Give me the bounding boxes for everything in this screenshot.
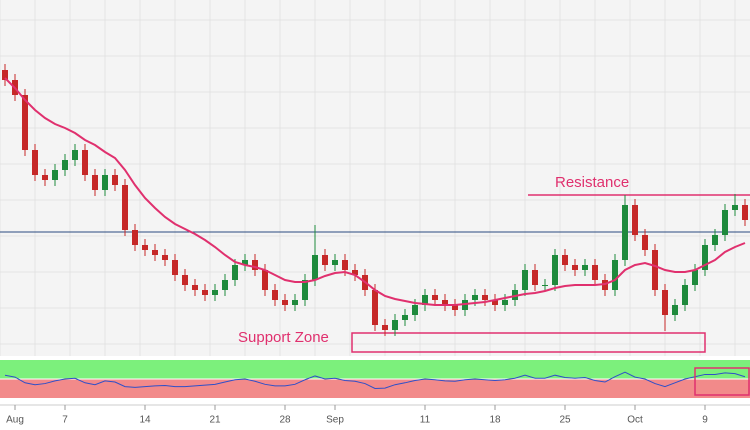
- candle-body: [52, 170, 58, 180]
- support-zone: [351, 332, 706, 353]
- candle-body: [212, 290, 218, 295]
- candle-body: [692, 270, 698, 285]
- candle-body: [82, 150, 88, 175]
- x-tick-label: 7: [62, 415, 68, 426]
- candle-body: [312, 255, 318, 280]
- x-tick-label: 25: [559, 415, 571, 426]
- candle-body: [62, 160, 68, 170]
- rsi-line: [4, 371, 746, 390]
- candle-body: [472, 295, 478, 300]
- candle-body: [412, 305, 418, 315]
- moving-average: [4, 77, 746, 306]
- candle-body: [92, 175, 98, 190]
- candle-body: [672, 305, 678, 315]
- rsi-highlight: [694, 367, 750, 396]
- candle-body: [742, 205, 748, 220]
- candle-body: [72, 150, 78, 160]
- candle-body: [452, 305, 458, 310]
- candle-body: [272, 290, 278, 300]
- candle-body: [722, 210, 728, 235]
- candle-body: [2, 70, 8, 80]
- candle-body: [662, 290, 668, 315]
- candle-body: [432, 295, 438, 300]
- candle-body: [242, 260, 248, 265]
- x-tick-label: Sep: [326, 415, 344, 426]
- x-tick-label: Aug: [6, 415, 24, 426]
- candle-body: [162, 255, 168, 260]
- candle-body: [542, 285, 548, 286]
- candle-body: [612, 260, 618, 290]
- candle-body: [352, 270, 358, 275]
- candle-body: [252, 260, 258, 270]
- candle-body: [712, 235, 718, 245]
- candle-body: [332, 260, 338, 265]
- candle-body: [592, 265, 598, 280]
- candle-body: [552, 255, 558, 285]
- candle-body: [102, 175, 108, 190]
- candle-body: [302, 280, 308, 300]
- candle-body: [142, 245, 148, 250]
- candle-body: [122, 185, 128, 230]
- candle-body: [652, 250, 658, 290]
- candle-body: [22, 95, 28, 150]
- candle-body: [392, 320, 398, 330]
- candle-body: [402, 315, 408, 320]
- candle-body: [442, 300, 448, 305]
- candle-body: [32, 150, 38, 175]
- candle-body: [342, 260, 348, 270]
- candle-body: [322, 255, 328, 265]
- candle-body: [532, 270, 538, 285]
- resistance-label: Resistance: [555, 174, 629, 191]
- candle-body: [582, 265, 588, 270]
- candle-body: [632, 205, 638, 235]
- candle-body: [42, 175, 48, 180]
- candle-body: [502, 300, 508, 305]
- candle-body: [642, 235, 648, 250]
- candle-body: [622, 205, 628, 260]
- x-tick-label: 11: [420, 415, 431, 426]
- rsi-upper-band: [0, 360, 750, 379]
- candle-body: [112, 175, 118, 185]
- candle-body: [202, 290, 208, 295]
- candle-body: [492, 300, 498, 305]
- candle-body: [182, 275, 188, 285]
- x-tick-label: Oct: [627, 415, 643, 426]
- candle-body: [262, 270, 268, 290]
- candle-body: [482, 295, 488, 300]
- candle-body: [562, 255, 568, 265]
- candle-body: [732, 205, 738, 210]
- candle-body: [422, 295, 428, 305]
- x-tick-label: 28: [279, 415, 291, 426]
- support-zone-label: Support Zone: [238, 329, 329, 346]
- x-tick-label: 9: [702, 415, 708, 426]
- candle-body: [222, 280, 228, 290]
- candle-body: [682, 285, 688, 305]
- candle-body: [382, 325, 388, 330]
- x-tick-label: 14: [139, 415, 151, 426]
- candle-body: [372, 290, 378, 325]
- candle-body: [522, 270, 528, 290]
- candle-body: [292, 300, 298, 305]
- candle-body: [572, 265, 578, 270]
- candle-body: [282, 300, 288, 305]
- candle-body: [132, 230, 138, 245]
- candle-body: [702, 245, 708, 270]
- candle-body: [192, 285, 198, 290]
- x-tick-label: 21: [209, 415, 221, 426]
- candle-body: [152, 250, 158, 255]
- x-tick-label: 18: [489, 415, 501, 426]
- candle-body: [232, 265, 238, 280]
- candle-body: [172, 260, 178, 275]
